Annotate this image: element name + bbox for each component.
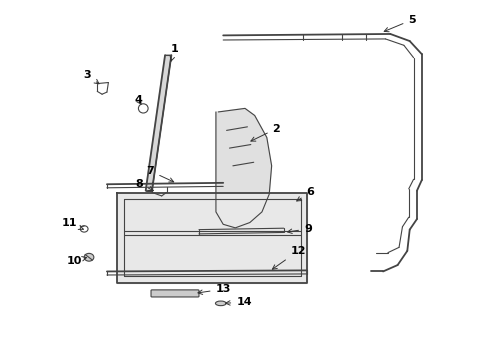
Text: 5: 5 (384, 15, 416, 32)
Text: 7: 7 (147, 166, 173, 182)
Text: 9: 9 (288, 224, 312, 234)
Polygon shape (146, 55, 172, 191)
Text: 8: 8 (136, 179, 153, 191)
Text: 4: 4 (134, 95, 143, 105)
Text: 10: 10 (67, 256, 87, 266)
Text: 11: 11 (62, 218, 83, 229)
Text: 1: 1 (170, 44, 179, 61)
Polygon shape (216, 108, 271, 228)
Polygon shape (117, 193, 307, 283)
FancyBboxPatch shape (151, 290, 199, 297)
Text: 12: 12 (272, 246, 306, 269)
Text: 6: 6 (297, 188, 315, 201)
Text: 14: 14 (225, 297, 252, 307)
Ellipse shape (84, 253, 94, 261)
Text: 13: 13 (198, 284, 231, 294)
Text: 3: 3 (84, 71, 99, 84)
Text: 2: 2 (251, 123, 280, 141)
Ellipse shape (216, 301, 226, 306)
